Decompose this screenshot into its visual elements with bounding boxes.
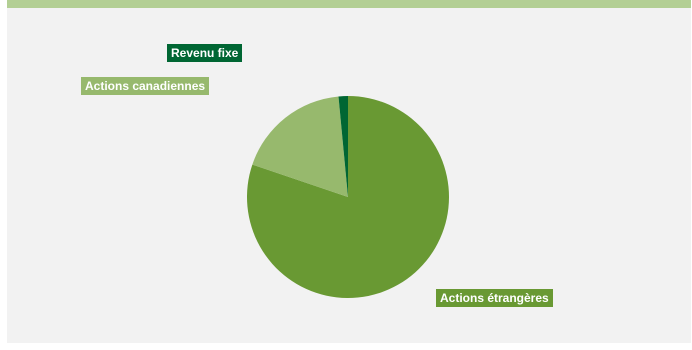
- slice-label-actions-canadiennes: Actions canadiennes: [81, 77, 210, 95]
- chart-area: Revenu fixe Actions canadiennes Actions …: [7, 8, 691, 343]
- pie-slice-actions-canadiennes: [252, 96, 348, 197]
- pie-slice-actions-trang-res: [246, 96, 449, 298]
- slice-label-actions-etrangeres: Actions étrangères: [436, 289, 553, 307]
- pie-chart: [246, 96, 449, 298]
- pie-slice-revenu-fixe: [338, 96, 348, 197]
- pie-slices: [246, 96, 449, 298]
- slice-label-revenu-fixe: Revenu fixe: [167, 44, 243, 62]
- top-accent-bar: [7, 0, 691, 8]
